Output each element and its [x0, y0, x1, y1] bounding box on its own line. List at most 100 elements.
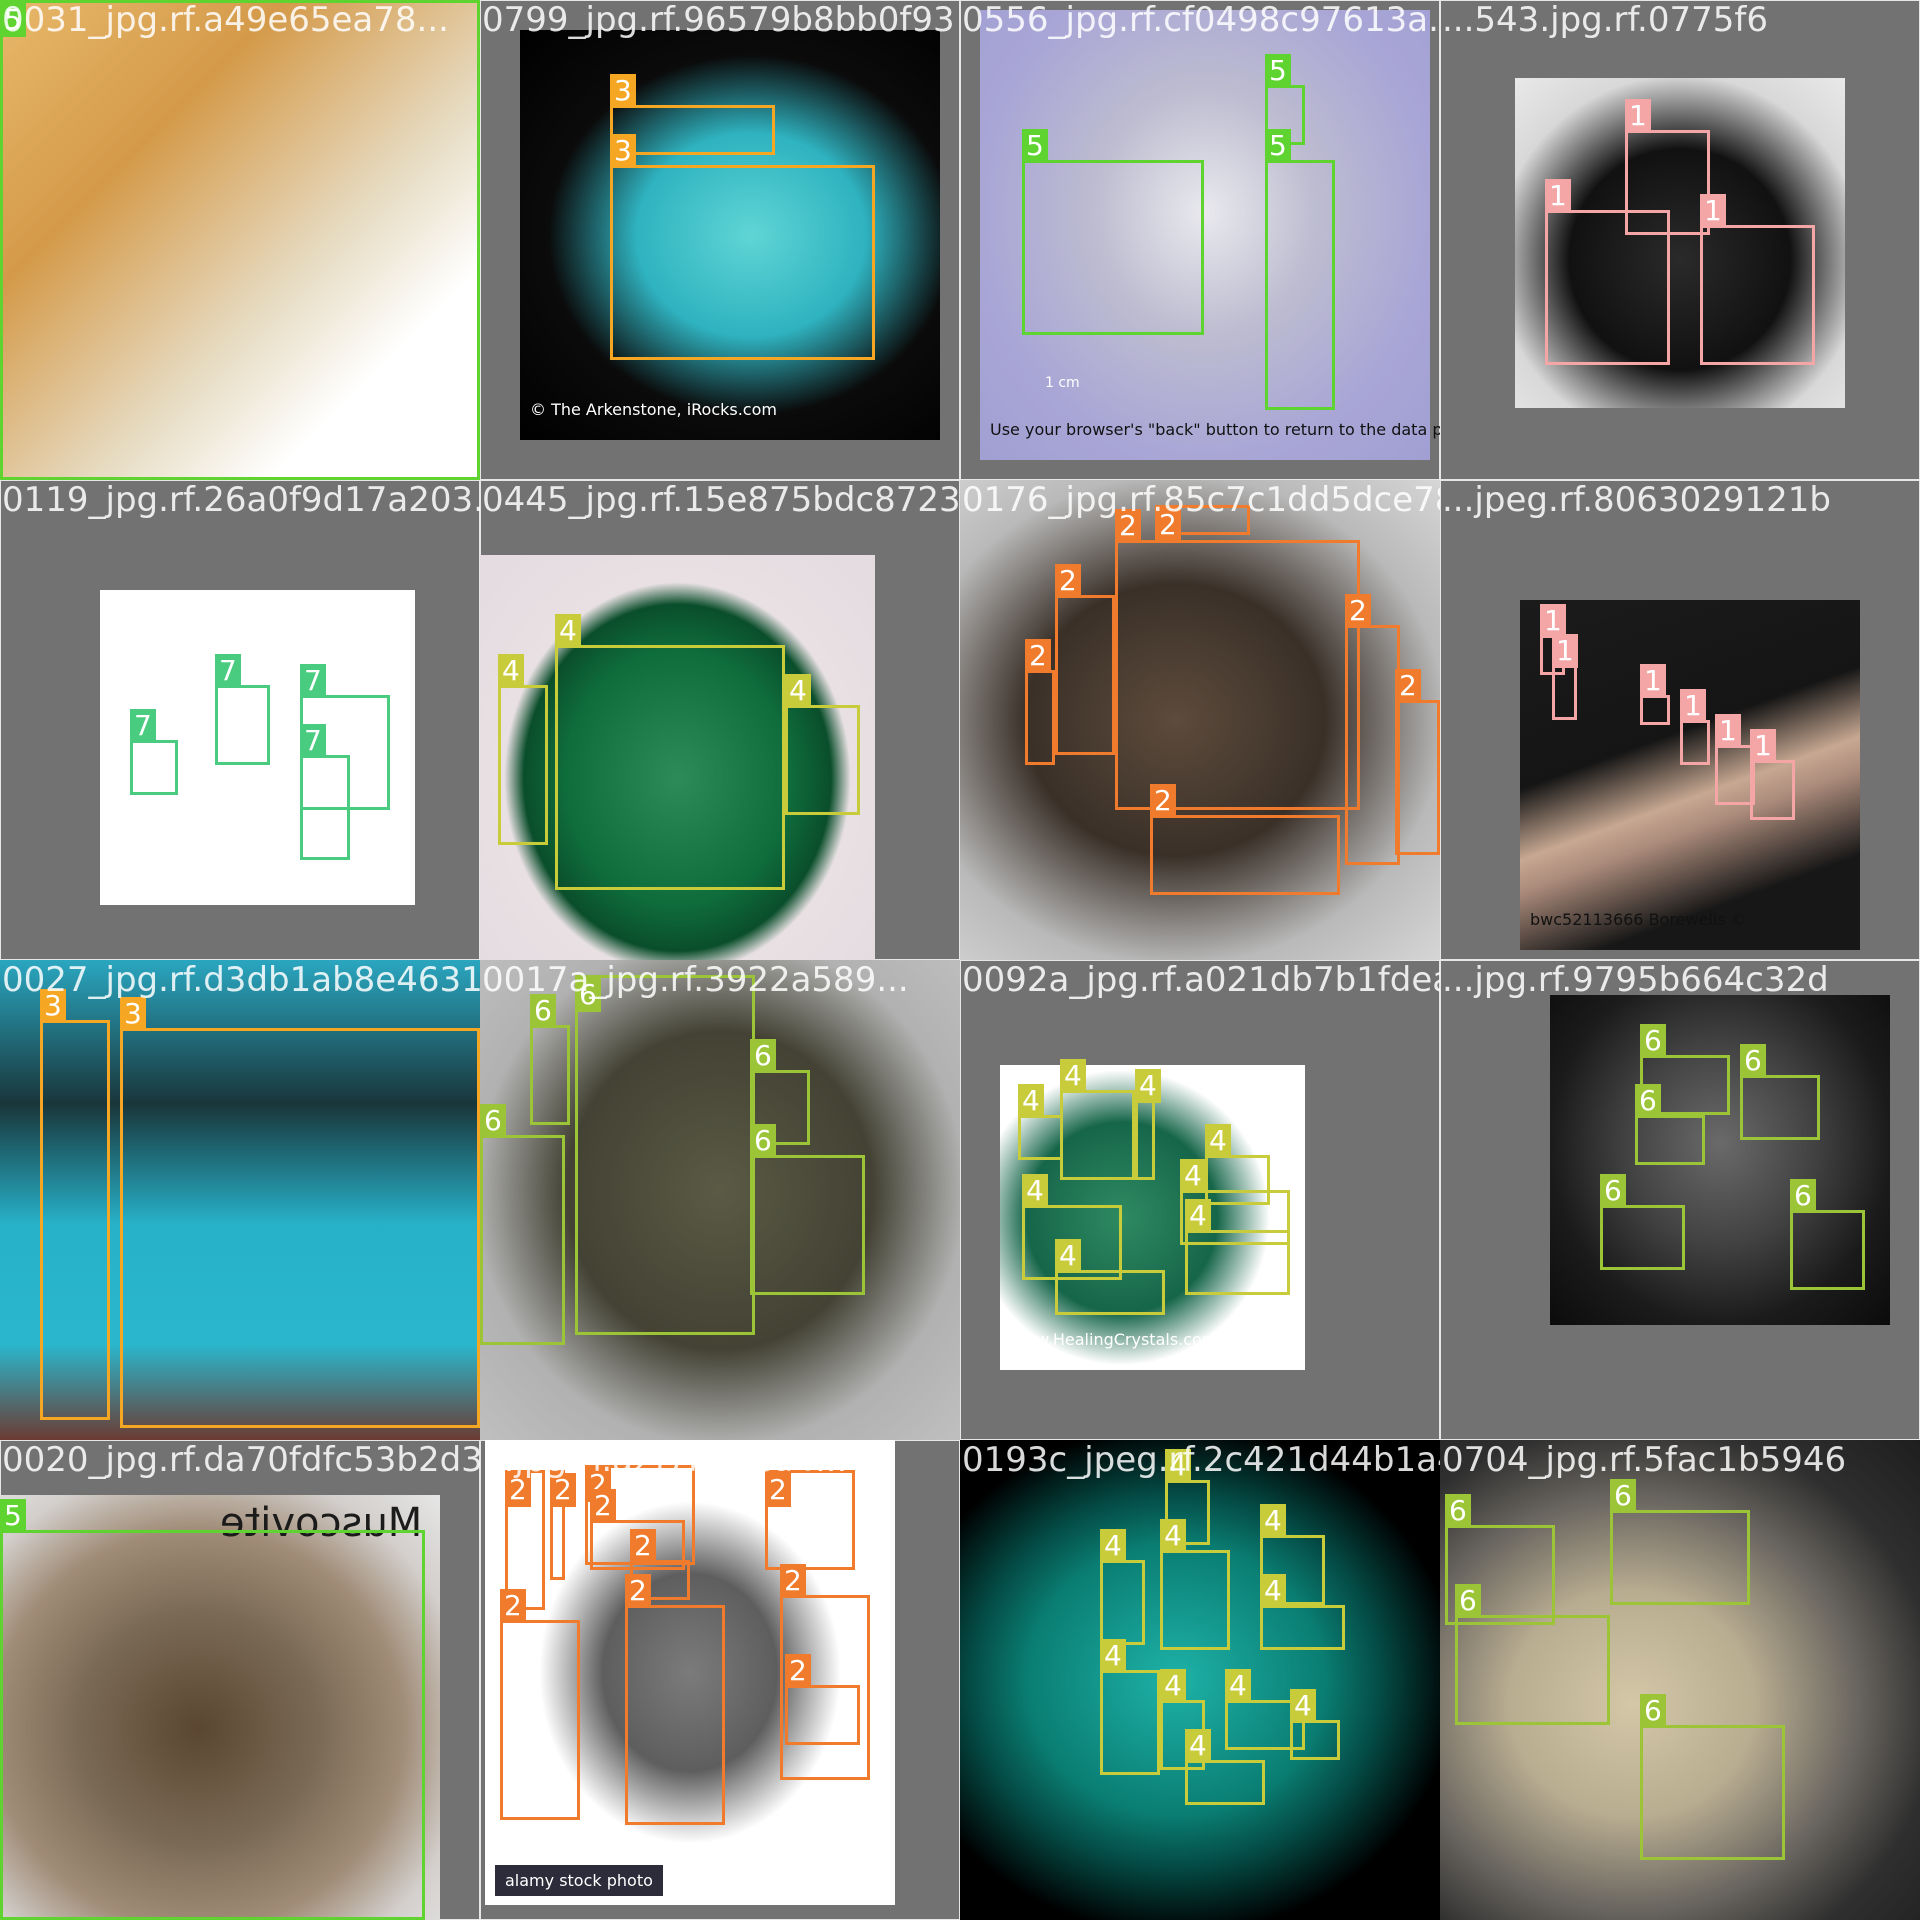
mineral-photo — [0, 1495, 440, 1920]
detection-box: 2 — [765, 1470, 855, 1570]
detection-box: 6 — [1610, 1479, 1750, 1605]
class-label: 6 — [530, 994, 556, 1028]
class-label: 4 — [1205, 1124, 1231, 1158]
detection-box: 2 — [785, 1654, 860, 1745]
class-label: 6 — [1640, 1694, 1666, 1728]
image-filename: 0020_jpg.rf.da70fdfc53b2d3 — [2, 1440, 480, 1480]
class-label: 4 — [1060, 1059, 1086, 1093]
detection-box: 3 — [610, 74, 775, 155]
detection-box: 2 — [1025, 639, 1055, 765]
class-label: 6 — [575, 978, 601, 1012]
class-label: 4 — [1160, 1669, 1186, 1703]
class-label: 1 — [1680, 689, 1706, 723]
image-filename: 0119_jpg.rf.26a0f9d17a203... — [2, 480, 480, 520]
detection-box: 4 — [1022, 1174, 1122, 1280]
class-label: 4 — [1100, 1529, 1126, 1563]
image-filename: 0092a_jpg.rf.a021db7b1fdea... — [962, 960, 1440, 1000]
class-label: 6 — [1600, 1174, 1626, 1208]
detection-box: 6 — [1445, 1494, 1555, 1625]
tile-13: alamy stock photo 2 2 2 2 2 2 2 2 2 2 ...jpg.rf.a2f… — [480, 1440, 960, 1920]
image-filename: ...543.jpg.rf.0775f6 — [1442, 0, 1768, 40]
image-filename: 0445_jpg.rf.15e875bdc8723 — [482, 480, 960, 520]
detection-box: 4 — [1060, 1059, 1135, 1180]
detection-box: 1 — [1715, 714, 1755, 805]
detection-box: 6 — [1790, 1179, 1865, 1290]
class-label: 1 — [1545, 179, 1571, 213]
detection-box: 4 — [1160, 1519, 1230, 1650]
detection-box: 1 — [1750, 729, 1795, 820]
class-label: 6 — [480, 1104, 506, 1138]
detection-box: 1 — [1640, 664, 1670, 725]
detection-box: 2 — [1155, 505, 1250, 542]
detection-box: 6 — [750, 1039, 810, 1145]
detection-box: 2 — [1395, 669, 1440, 855]
class-label: 7 — [300, 664, 326, 698]
class-label: 3 — [610, 134, 636, 168]
class-label: 6 — [1635, 1084, 1661, 1118]
detection-box: 1 — [1680, 689, 1710, 765]
detection-box: 3 — [120, 997, 480, 1428]
detection-box: 4 — [1100, 1529, 1145, 1645]
class-label: 4 — [1260, 1504, 1286, 1538]
mineral-photo — [100, 590, 415, 905]
detection-box: 2 — [1115, 509, 1360, 810]
class-label: 2 — [1055, 564, 1081, 598]
class-label: 1 — [1700, 194, 1726, 228]
photo-caption-text: alamy stock photo — [495, 1865, 663, 1896]
detection-box: 2 — [505, 1470, 545, 1610]
class-label: 4 — [1165, 1449, 1191, 1483]
detection-box: 5 — [0, 0, 480, 480]
class-label: 4 — [1055, 1239, 1081, 1273]
class-label: 4 — [1135, 1069, 1161, 1103]
detection-box: 4 — [1100, 1639, 1160, 1775]
class-label: 4 — [1185, 1199, 1211, 1233]
class-label: 2 — [1150, 784, 1176, 818]
scale-bar-text: 1 cm — [1045, 375, 1080, 391]
class-label: 2 — [590, 1489, 616, 1523]
class-label: 5 — [1022, 129, 1048, 163]
tile-8: 3 3 0027_jpg.rf.d3db1ab8e4631 — [0, 960, 480, 1440]
class-label: 2 — [625, 1574, 651, 1608]
detection-box: 6 — [1635, 1084, 1705, 1165]
tile-12: Muscovite 5 0020_jpg.rf.da70fdfc53b2d3 — [0, 1440, 480, 1920]
class-label: 1 — [1750, 729, 1776, 763]
class-label: 4 — [1260, 1574, 1286, 1608]
mineral-photo — [1440, 1440, 1920, 1920]
detection-box: 7 — [300, 724, 350, 860]
tile-1: © The Arkenstone, iRocks.com 3 3 0799_jpg.r… — [480, 0, 960, 480]
photo-caption-text: Use your browser's "back" button to retu… — [990, 420, 1440, 439]
class-label: 2 — [500, 1589, 526, 1623]
detection-box: 6 — [575, 975, 755, 1335]
detection-box: 4 — [1185, 1199, 1290, 1295]
class-label: 1 — [1552, 634, 1578, 668]
tile-11: 6 6 6 6 6 ...jpg.rf.9795b664c32d — [1440, 960, 1920, 1440]
detection-box: 5 — [0, 1499, 425, 1920]
detection-box: 2 — [780, 1564, 870, 1780]
detection-box: 3 — [40, 989, 110, 1420]
detection-box: 3 — [610, 134, 875, 360]
mineral-photo — [520, 30, 940, 440]
detection-box: 1 — [1545, 179, 1670, 365]
class-label: 1 — [1715, 714, 1741, 748]
detection-box: 4 — [1260, 1504, 1325, 1605]
class-label: 3 — [120, 997, 146, 1031]
class-label: 2 — [1395, 669, 1421, 703]
mineral-photo — [960, 1440, 1440, 1920]
mineral-photo — [485, 1440, 895, 1905]
class-label: 2 — [1345, 594, 1371, 628]
class-label: 6 — [1455, 1584, 1481, 1618]
class-label: 2 — [780, 1564, 806, 1598]
detection-box: 2 — [1055, 564, 1115, 755]
mineral-photo — [0, 0, 480, 480]
class-label: 4 — [1225, 1669, 1251, 1703]
class-label: 2 — [785, 1654, 811, 1688]
detection-box: 2 — [500, 1589, 580, 1820]
mineral-photo — [960, 480, 1440, 960]
detection-box: 4 — [1205, 1124, 1270, 1205]
detection-box: 7 — [130, 709, 178, 795]
mineral-photo — [480, 960, 960, 1440]
tile-5: 4 4 4 0445_jpg.rf.15e875bdc8723 — [480, 480, 960, 960]
class-label: 4 — [1100, 1639, 1126, 1673]
tile-14: 4 4 4 4 4 4 4 4 4 4 0193c_jpeg.rf.2c421d44b1a4... — [960, 1440, 1440, 1920]
mineral-photo — [980, 10, 1430, 460]
